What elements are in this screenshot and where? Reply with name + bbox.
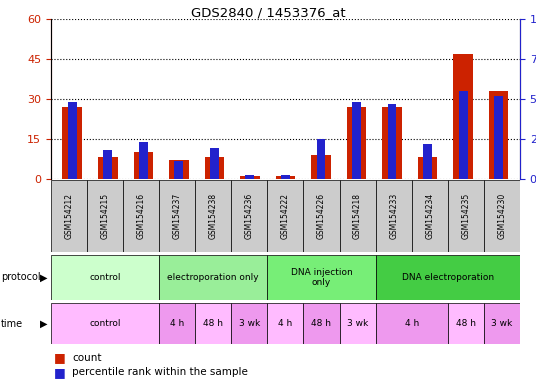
Bar [339, 180, 376, 252]
Bar [423, 144, 432, 179]
Bar [267, 180, 303, 252]
Text: ■: ■ [54, 366, 65, 379]
Bar [317, 139, 325, 179]
Text: GSM154226: GSM154226 [317, 193, 326, 239]
Text: GSM154235: GSM154235 [461, 193, 470, 239]
Bar [232, 303, 267, 344]
Bar [376, 255, 520, 300]
Text: GSM154230: GSM154230 [497, 193, 507, 239]
Text: 48 h: 48 h [456, 319, 476, 328]
Text: GSM154238: GSM154238 [209, 193, 218, 239]
Bar [159, 255, 267, 300]
Bar [448, 180, 484, 252]
Text: GSM154212: GSM154212 [64, 193, 73, 239]
Text: DNA electroporation: DNA electroporation [401, 273, 494, 282]
Bar [281, 175, 290, 179]
Bar [494, 96, 503, 179]
Bar [339, 303, 376, 344]
Text: GSM154218: GSM154218 [353, 193, 362, 239]
Bar [98, 157, 117, 179]
Text: 3 wk: 3 wk [239, 319, 260, 328]
Bar [195, 303, 232, 344]
Text: ▶: ▶ [40, 318, 47, 329]
Text: control: control [90, 319, 121, 328]
Bar [484, 303, 520, 344]
Text: GSM154222: GSM154222 [281, 193, 290, 239]
Text: ■: ■ [54, 351, 65, 364]
Bar [205, 157, 224, 179]
Bar [303, 303, 339, 344]
Text: ▶: ▶ [40, 272, 47, 283]
Text: time: time [1, 318, 23, 329]
Bar [210, 148, 219, 179]
Text: GSM154237: GSM154237 [173, 193, 182, 239]
Bar [418, 157, 437, 179]
Text: GSM154216: GSM154216 [137, 193, 146, 239]
Text: 3 wk: 3 wk [492, 319, 512, 328]
Bar [232, 180, 267, 252]
Bar [240, 176, 259, 179]
Bar [174, 161, 183, 179]
Text: control: control [90, 273, 121, 282]
Text: 4 h: 4 h [405, 319, 419, 328]
Bar [51, 303, 159, 344]
Text: GDS2840 / 1453376_at: GDS2840 / 1453376_at [191, 6, 345, 19]
Bar [159, 303, 195, 344]
Bar [484, 180, 520, 252]
Text: 3 wk: 3 wk [347, 319, 368, 328]
Bar [376, 303, 448, 344]
Text: 4 h: 4 h [278, 319, 293, 328]
Text: count: count [72, 353, 102, 363]
Text: GSM154215: GSM154215 [101, 193, 109, 239]
Bar [388, 104, 397, 179]
Bar [267, 303, 303, 344]
Bar [489, 91, 508, 179]
Bar [68, 102, 77, 179]
Bar [169, 160, 189, 179]
Text: DNA injection
only: DNA injection only [291, 268, 352, 287]
Text: percentile rank within the sample: percentile rank within the sample [72, 367, 248, 377]
Bar [412, 180, 448, 252]
Text: 4 h: 4 h [170, 319, 184, 328]
Bar [133, 152, 153, 179]
Bar [303, 180, 339, 252]
Text: 48 h: 48 h [311, 319, 331, 328]
Bar [459, 91, 467, 179]
Bar [448, 303, 484, 344]
Bar [382, 107, 402, 179]
Bar [311, 155, 331, 179]
Text: GSM154233: GSM154233 [389, 193, 398, 239]
Bar [352, 102, 361, 179]
Text: electroporation only: electroporation only [167, 273, 259, 282]
Bar [376, 180, 412, 252]
Bar [195, 180, 232, 252]
Bar [63, 107, 82, 179]
Bar [139, 142, 148, 179]
Bar [347, 107, 366, 179]
Bar [267, 255, 376, 300]
Bar [453, 54, 473, 179]
Bar [51, 180, 87, 252]
Bar [87, 180, 123, 252]
Bar [245, 175, 254, 179]
Text: GSM154234: GSM154234 [425, 193, 434, 239]
Bar [159, 180, 195, 252]
Text: 48 h: 48 h [203, 319, 224, 328]
Bar [103, 150, 112, 179]
Bar [51, 255, 159, 300]
Bar [276, 176, 295, 179]
Text: protocol: protocol [1, 272, 41, 283]
Text: GSM154236: GSM154236 [245, 193, 254, 239]
Bar [123, 180, 159, 252]
